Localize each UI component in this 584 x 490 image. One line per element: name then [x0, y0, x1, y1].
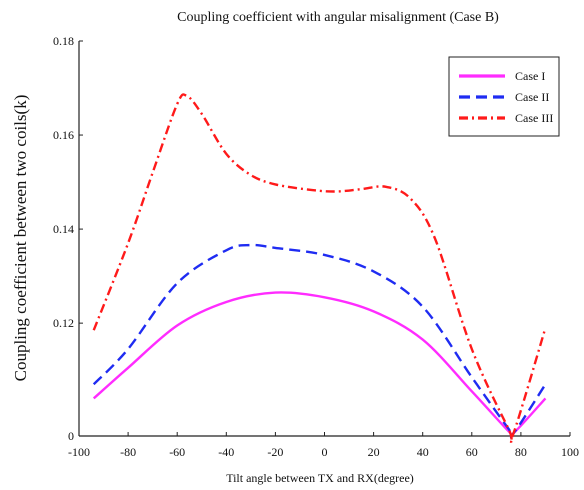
x-tick-label: -80	[120, 445, 136, 459]
y-tick-label: 0.16	[53, 128, 74, 142]
x-axis-label: Tilt angle between TX and RX(degree)	[226, 471, 414, 485]
y-tick-label: 0	[68, 429, 74, 443]
x-tick-label: -60	[169, 445, 185, 459]
legend: Case I Case II Case III	[448, 56, 560, 137]
series-group	[92, 93, 547, 445]
y-tick-label: 0.14	[53, 222, 74, 236]
x-tick-label: 20	[368, 445, 380, 459]
series-line-2	[92, 243, 547, 439]
x-tick-label: 60	[466, 445, 478, 459]
x-tick-label: -20	[267, 445, 283, 459]
x-axis: -100 -80 -60 -40 -20 0 20 40 60 80 100	[68, 432, 579, 459]
legend-label: Case III	[515, 111, 553, 125]
y-tick-label: 0.18	[53, 34, 74, 48]
series-line-3	[92, 93, 547, 445]
chart-title: Coupling coefficient with angular misali…	[177, 10, 499, 25]
legend-label: Case I	[515, 69, 545, 83]
x-tick-label: 0	[322, 445, 328, 459]
x-tick-label: 40	[417, 445, 429, 459]
legend-label: Case II	[515, 90, 549, 104]
y-axis: 0 0.12 0.14 0.16 0.18	[53, 34, 83, 443]
x-tick-label: 80	[515, 445, 527, 459]
y-tick-label: 0.12	[53, 316, 74, 330]
y-axis-label: Coupling coefficient between two coils(k…	[11, 95, 30, 382]
x-tick-label: -100	[68, 445, 90, 459]
x-tick-label: -40	[218, 445, 234, 459]
x-tick-label: 100	[561, 445, 579, 459]
